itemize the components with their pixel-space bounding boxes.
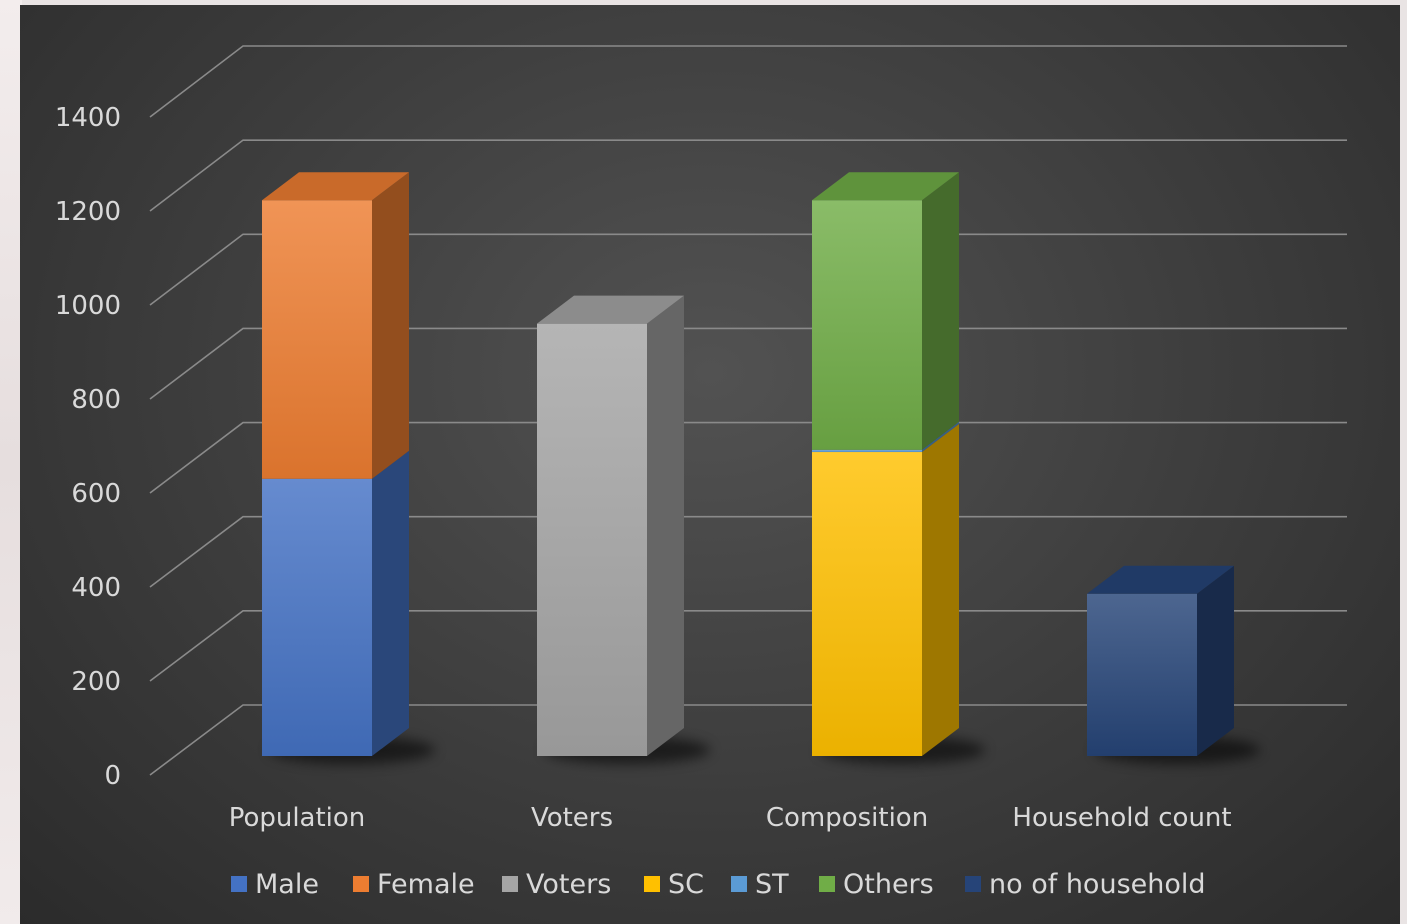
- category-label-population: Population: [229, 803, 366, 833]
- legend-label-sc: SC: [668, 869, 704, 900]
- legend-item-voters: Voters: [502, 869, 611, 900]
- chart-panel: 0 200 400 600 800 1000 1200 1400 Population Vote…: [20, 5, 1400, 924]
- category-label-voters: Voters: [531, 803, 613, 833]
- legend-swatch-sc: [644, 876, 660, 892]
- gridline-800: [149, 327, 1347, 400]
- bar-male-population: [262, 478, 372, 756]
- y-tick-label-600: 600: [71, 479, 121, 509]
- legend-item-female: Female: [353, 869, 475, 900]
- legend-swatch-others: [819, 876, 835, 892]
- gridline-1400: [149, 45, 1347, 118]
- legend: Male Female Voters SC ST Others no of househol…: [231, 869, 1206, 900]
- legend-item-male: Male: [231, 869, 319, 900]
- y-tick-label-400: 400: [71, 573, 121, 603]
- gridline-200: [149, 610, 1347, 682]
- bar-female-population: [262, 200, 372, 479]
- legend-item-no-of-household: no of household: [965, 869, 1206, 900]
- legend-swatch-female: [353, 876, 369, 892]
- legend-item-others: Others: [819, 869, 934, 900]
- bar-side-no-of-household-household-count: [1197, 565, 1234, 756]
- gridline-600: [149, 421, 1347, 494]
- legend-label-others: Others: [843, 869, 934, 900]
- bar-group-voters: [537, 295, 710, 764]
- legend-label-voters: Voters: [526, 869, 611, 900]
- y-tick-label-200: 200: [71, 667, 121, 697]
- bar-top-no-of-household-household-count: [1087, 565, 1234, 594]
- legend-swatch-st: [731, 876, 747, 892]
- bar-side-female-population: [372, 172, 409, 479]
- legend-label-male: Male: [255, 869, 319, 900]
- y-tick-label-800: 800: [71, 385, 121, 415]
- bar-group-composition: [812, 172, 985, 764]
- category-label-composition: Composition: [766, 803, 928, 833]
- legend-label-female: Female: [377, 869, 475, 900]
- y-tick-label-1200: 1200: [55, 197, 121, 227]
- bar-voters-voters: [537, 323, 647, 756]
- legend-item-sc: SC: [644, 869, 704, 900]
- legend-swatch-no-of-household: [965, 876, 981, 892]
- category-label-household-count: Household count: [1012, 803, 1231, 833]
- bar-top-voters-voters: [537, 295, 684, 324]
- bar-top-female-population: [262, 172, 409, 201]
- bar-no-of-household-household-count: [1087, 593, 1197, 756]
- y-tick-label-1000: 1000: [55, 291, 121, 321]
- bar-group-household-count: [1087, 565, 1260, 764]
- bars: [262, 172, 1260, 764]
- legend-swatch-male: [231, 876, 247, 892]
- bar-side-others-composition: [922, 172, 959, 450]
- bar-group-population: [262, 172, 435, 764]
- y-tick-label-0: 0: [104, 761, 121, 791]
- bar-sc-composition: [812, 452, 922, 756]
- legend-label-no-of-household: no of household: [989, 869, 1206, 900]
- x-axis-category-labels: Population Voters Composition Household cou…: [229, 803, 1232, 833]
- y-axis-tick-labels: 0 200 400 600 800 1000 1200 1400: [55, 103, 121, 791]
- gridlines: [149, 45, 1347, 776]
- bar-side-male-population: [372, 450, 409, 756]
- gridline-400: [149, 515, 1347, 588]
- legend-item-st: ST: [731, 869, 789, 900]
- bar-side-st-composition: [922, 421, 959, 453]
- bar-top-others-composition: [812, 172, 959, 201]
- gridline-0: [149, 704, 1347, 776]
- legend-swatch-voters: [502, 876, 518, 892]
- bar-side-sc-composition: [922, 424, 959, 756]
- background-strip: [0, 0, 22, 924]
- bar-st-composition: [812, 449, 922, 453]
- legend-label-st: ST: [755, 869, 789, 900]
- bar-side-voters-voters: [647, 295, 684, 756]
- gridline-1200: [149, 139, 1347, 212]
- chart-area: 0 200 400 600 800 1000 1200 1400 Population Vote…: [55, 45, 1347, 900]
- gridline-1000: [149, 233, 1347, 306]
- y-tick-label-1400: 1400: [55, 103, 121, 133]
- bar-others-composition: [812, 200, 922, 450]
